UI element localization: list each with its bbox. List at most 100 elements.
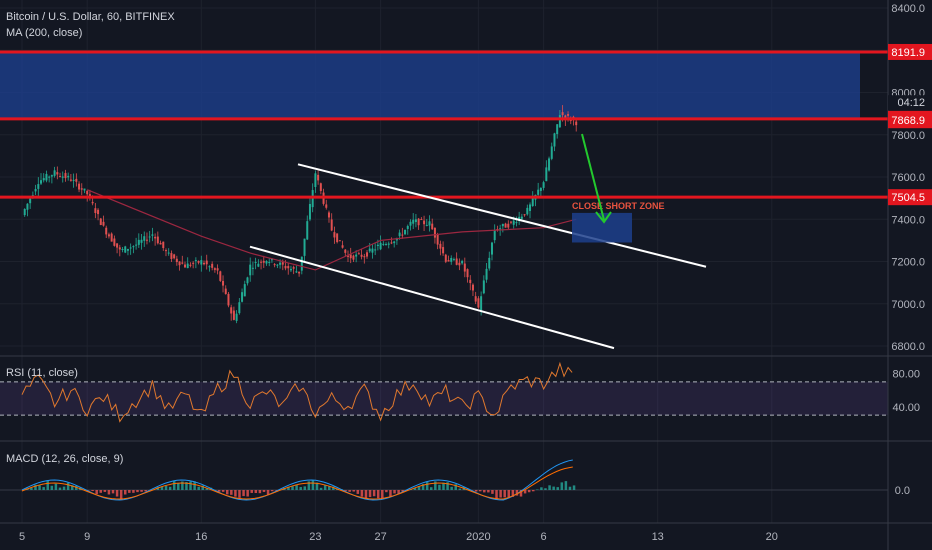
candle-body [189, 264, 192, 266]
candle-body [431, 223, 434, 230]
candle-body [135, 244, 138, 246]
candle-body [490, 242, 493, 255]
macd-histogram-bar [552, 486, 555, 490]
price-pane[interactable]: CLOSE SHORT ZONE [0, 50, 888, 350]
macd-histogram-bar [119, 490, 123, 501]
macd-histogram-bar [34, 484, 37, 490]
rsi-line [21, 361, 573, 423]
candle-body [330, 219, 333, 231]
y-tick-label: 7600.0 [891, 172, 925, 184]
candle-body [118, 247, 121, 250]
macd-histogram-bar [507, 490, 511, 499]
candle-body [45, 173, 48, 181]
candle-body [213, 268, 216, 270]
macd-histogram-bar [344, 490, 347, 491]
rsi-tick-label: 40.00 [892, 402, 920, 414]
candle-body [268, 261, 271, 263]
macd-histogram-bar [319, 487, 323, 490]
candle-body [42, 178, 45, 181]
macd-histogram-bar [446, 482, 449, 490]
candle-body [390, 242, 393, 244]
countdown-label: 04:12 [897, 97, 925, 109]
macd-histogram-bar [107, 490, 111, 495]
candle-body [347, 255, 349, 257]
y-tick-label: 7400.0 [891, 214, 925, 226]
candle-body [289, 268, 292, 271]
candle-body [480, 296, 483, 311]
candle-body [222, 280, 225, 286]
candle-body [178, 261, 181, 266]
macd-histogram-bar [62, 486, 66, 490]
macd-histogram-bar [299, 487, 302, 490]
candle-body [26, 203, 29, 210]
candles [23, 105, 578, 324]
candle-body [425, 224, 428, 226]
candle-body [48, 176, 51, 178]
candle-body [61, 176, 64, 178]
macd-histogram-bar [478, 490, 482, 492]
candle-body [167, 252, 170, 254]
rsi-pane[interactable] [0, 361, 888, 423]
candle-body [232, 310, 235, 320]
macd-histogram-bar [413, 487, 417, 490]
candle-body [227, 293, 230, 306]
price-level-badge [888, 189, 932, 206]
macd-histogram-bar [519, 490, 523, 497]
candle-body [344, 249, 347, 253]
candle-body [230, 307, 233, 314]
candle-body [393, 241, 396, 244]
candle-body [455, 258, 458, 265]
candle-body [539, 187, 542, 191]
macd-histogram-bar [393, 490, 396, 494]
candle-body [186, 263, 189, 269]
macd-histogram-bar [270, 490, 274, 492]
macd-histogram-bar [523, 490, 527, 494]
macd-histogram-bar [442, 482, 445, 490]
macd-histogram-bar [266, 490, 270, 496]
candle-body [374, 249, 377, 251]
target-arrow [581, 133, 605, 221]
macd-legend[interactable]: MACD (12, 26, close, 9) [6, 453, 124, 465]
x-tick-label: 16 [195, 531, 207, 543]
macd-histogram-bar [75, 485, 78, 490]
macd-histogram-bar [136, 490, 139, 493]
macd-histogram-bar [262, 490, 266, 492]
ma-legend[interactable]: MA (200, close) [6, 27, 83, 39]
macd-histogram-bar [30, 487, 33, 490]
candle-body [116, 243, 119, 248]
candle-body [436, 234, 439, 245]
candle-body [507, 223, 510, 228]
macd-signal-line [21, 466, 573, 500]
rsi-legend[interactable]: RSI (11, close) [6, 367, 78, 379]
macd-histogram-bar [397, 490, 400, 494]
macd-histogram-bar [430, 487, 433, 490]
candle-body [110, 233, 113, 242]
macd-histogram-bar [128, 490, 131, 493]
macd-histogram-bar [356, 490, 360, 494]
macd-histogram-bar [303, 486, 307, 490]
candle-body [308, 203, 311, 220]
macd-histogram-bar [434, 481, 437, 490]
candle-body [148, 236, 151, 238]
macd-histogram-bar [323, 485, 327, 490]
candle-body [276, 264, 279, 266]
macd-histogram-bar [234, 490, 237, 497]
macd-pane[interactable] [0, 459, 888, 501]
close-short-zone-label: CLOSE SHORT ZONE [572, 201, 665, 211]
symbol-legend[interactable]: Bitcoin / U.S. Dollar, 60, BITFINEX [6, 11, 175, 23]
candle-body [273, 264, 276, 266]
candle-body [129, 247, 132, 249]
candle-body [249, 264, 252, 276]
candle-body [368, 248, 371, 252]
macd-histogram-bar [401, 490, 404, 492]
candle-body [287, 266, 290, 269]
candle-body [567, 114, 570, 116]
candle-body [29, 198, 32, 204]
candle-body [433, 227, 436, 238]
macd-histogram-bar [160, 486, 164, 490]
macd-histogram-bar [417, 486, 421, 490]
candle-body [385, 244, 388, 246]
candle-body [105, 227, 108, 235]
candle-body [303, 238, 306, 256]
